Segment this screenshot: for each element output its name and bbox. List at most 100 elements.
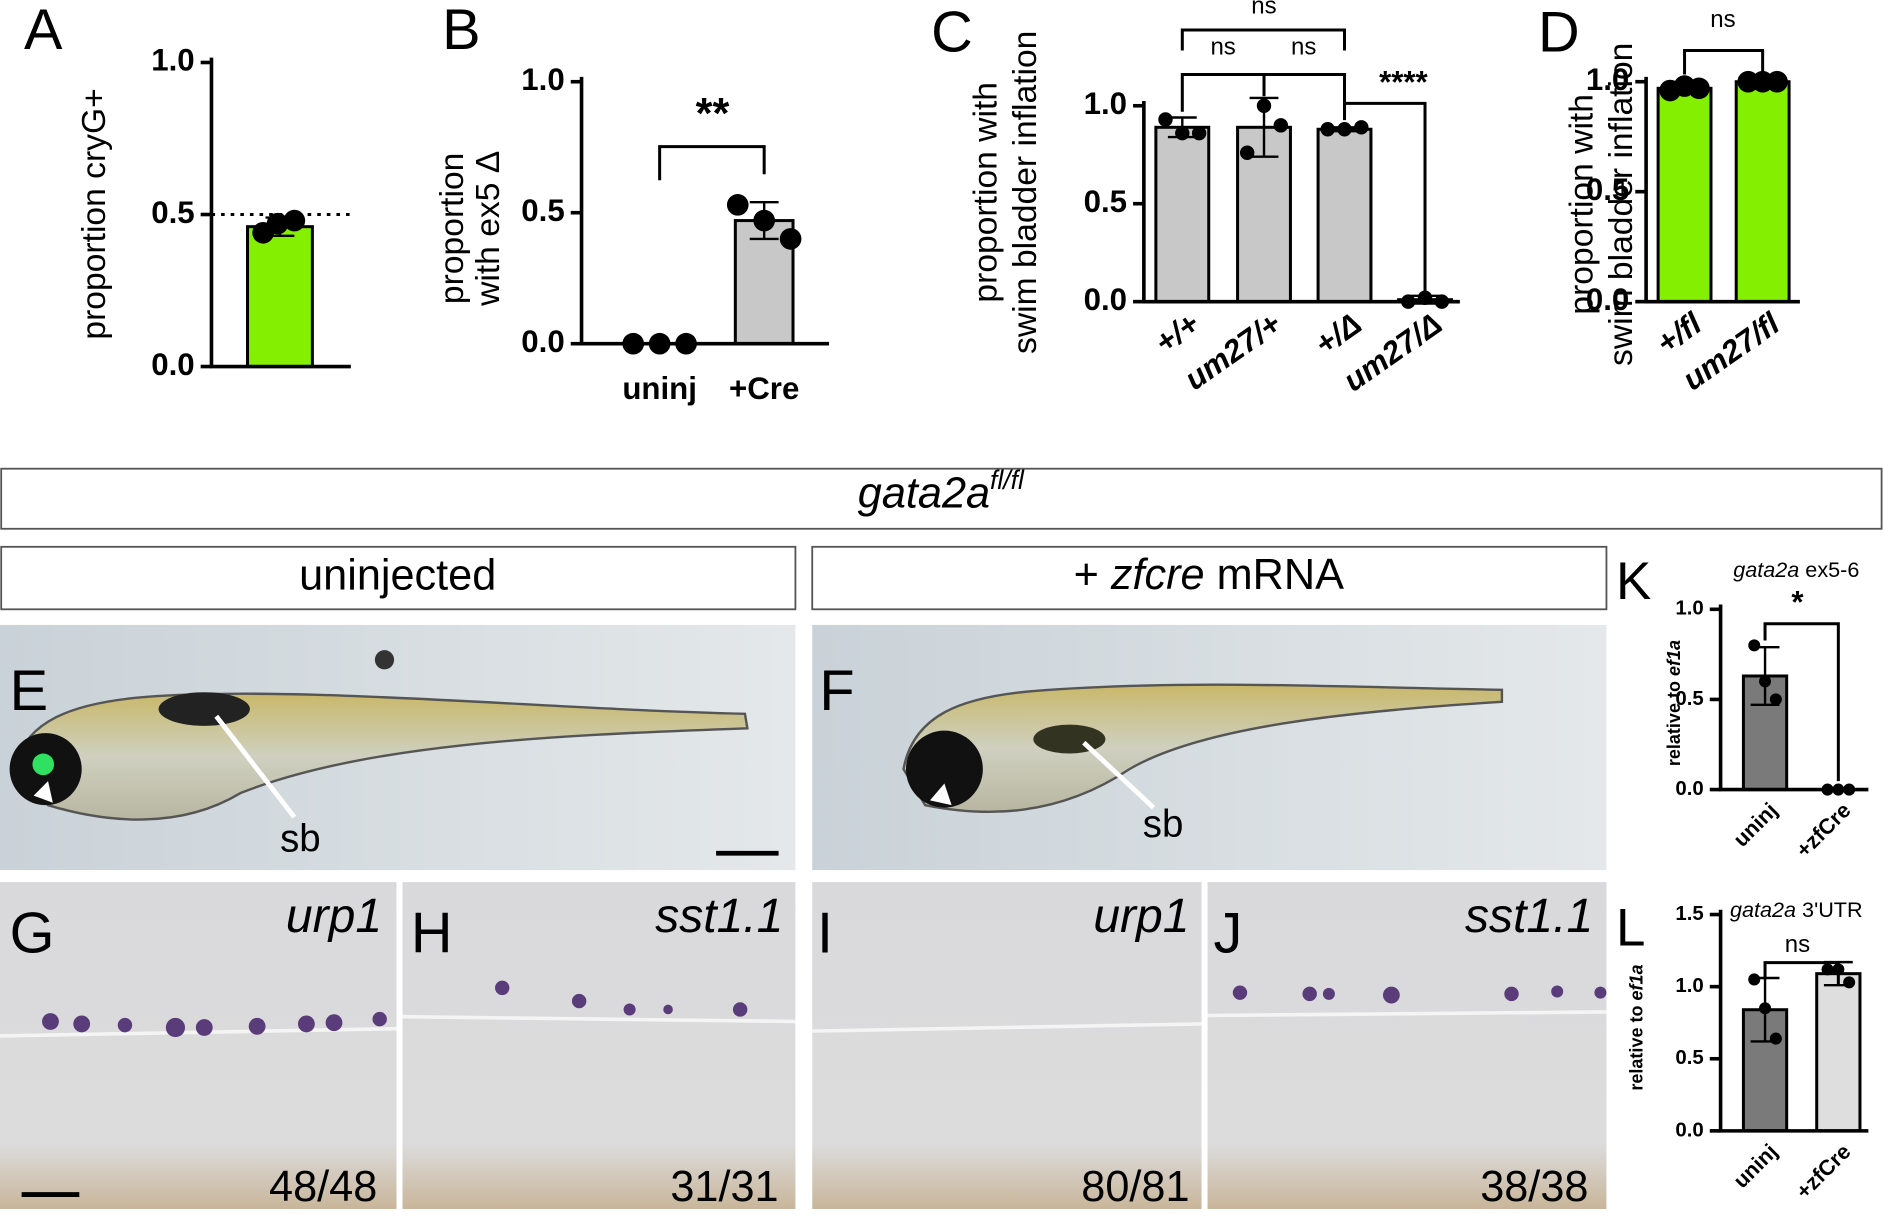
panel-letter: I: [817, 902, 833, 966]
panel-letter: D: [1538, 0, 1580, 64]
x-tick-label: +/+: [1148, 306, 1205, 361]
significance-label: ns: [1210, 33, 1235, 60]
count-label: 38/38: [1480, 1163, 1588, 1211]
bracket: [658, 145, 766, 181]
y-tick-label: 1.0: [1675, 598, 1703, 620]
column-box: [0, 545, 797, 611]
tissue-line: [402, 1014, 796, 1024]
panel-letter: B: [442, 0, 480, 62]
data-point: [1354, 120, 1369, 135]
arrow: [214, 714, 297, 819]
gene-label: urp1: [1093, 889, 1189, 943]
text-part: gata2a: [1730, 897, 1796, 922]
y-tick-label: 1.5: [1675, 903, 1703, 925]
image-j: J sst1.1 38/38: [1207, 882, 1607, 1211]
column-box: [811, 545, 1608, 611]
data-point: [1337, 122, 1352, 137]
arrow: [1082, 740, 1156, 810]
banner-title: gata2afl/fl: [858, 465, 1025, 518]
x-tick-label: uninj: [1728, 1139, 1782, 1193]
image-f: F sb: [812, 624, 1607, 871]
image-label: sb: [1143, 803, 1184, 846]
y-tick-label: 1.0: [1675, 975, 1703, 997]
banner-allele: fl/fl: [990, 465, 1025, 495]
y-tick-label: 0.0: [1675, 778, 1703, 800]
arrowhead: [929, 783, 952, 806]
data-point: [1256, 98, 1272, 113]
bracket: [1180, 73, 1266, 112]
panel-letter: L: [1616, 898, 1645, 957]
panel-letter: E: [10, 659, 48, 723]
y-tick-label: 0.0: [1675, 1119, 1703, 1141]
debris: [374, 650, 395, 670]
data-point: [1769, 1032, 1782, 1045]
data-point: [1759, 675, 1772, 688]
data-point: [1766, 70, 1788, 93]
y-tick-label: 0.5: [151, 195, 194, 230]
data-point: [266, 212, 289, 235]
y-tick-label: 0.5: [1675, 688, 1703, 710]
data-point: [753, 209, 775, 232]
x-tick-label: +zfCre: [1791, 1139, 1856, 1204]
bar: [246, 225, 314, 369]
x-tick-label: +zfCre: [1791, 797, 1856, 862]
data-point: [1759, 1002, 1772, 1015]
y-tick-label: 1.0: [1084, 86, 1127, 121]
data-point: [726, 194, 749, 216]
gene-label: sst1.1: [655, 889, 783, 943]
count-label: 48/48: [269, 1163, 377, 1211]
banner-gene: gata2a: [858, 470, 990, 518]
image-h: H sst1.1 31/31: [402, 882, 796, 1211]
bar: [1815, 972, 1862, 1133]
gene-label: urp1: [286, 889, 382, 943]
y-tick-label: 1.0: [151, 43, 194, 78]
bracket: [1262, 73, 1347, 117]
panel-letter: J: [1214, 902, 1243, 966]
data-point: [1688, 77, 1710, 100]
data-point: [283, 209, 306, 232]
significance-label: ****: [1379, 64, 1428, 99]
bracket: [1683, 48, 1765, 75]
y-axis-label: relative to ef1a: [1626, 964, 1646, 1090]
micrograph: [402, 882, 796, 1209]
bar: [1656, 86, 1713, 304]
panel-letter: A: [24, 0, 63, 62]
bar: [1316, 127, 1373, 304]
stained-cells: [1232, 985, 1607, 1004]
panel-letter: F: [819, 659, 854, 723]
swim-bladder: [1033, 724, 1106, 754]
significance-label: ns: [1291, 33, 1316, 60]
y-tick-label: 0.5: [1675, 1047, 1703, 1069]
chart-title: gata2a ex5-6: [1733, 557, 1859, 582]
column-title: + zfcre mRNA: [1074, 551, 1344, 599]
y-axis-label: proportion: [434, 153, 471, 304]
column-part: zfcre: [1110, 551, 1205, 599]
y-tick-label: 0.0: [151, 347, 194, 382]
y-tick-label: 1.0: [1586, 62, 1629, 97]
significance-label: ns: [1710, 6, 1735, 33]
banner-box: [0, 467, 1883, 530]
significance-label: **: [696, 90, 730, 138]
y-tick-label: 0.0: [1084, 282, 1127, 317]
text-part: 3'UTR: [1796, 897, 1863, 922]
y-tick-label: 0.5: [1586, 172, 1629, 207]
text-part: gata2a: [1733, 557, 1799, 582]
bracket: [1763, 961, 1840, 986]
bar: [1734, 80, 1791, 304]
y-tick-label: 0.0: [521, 324, 564, 359]
data-point: [1191, 125, 1207, 141]
text-part: ef1a: [1664, 640, 1684, 676]
y-axis-label: with ex5 Δ: [470, 151, 507, 307]
data-point: [1320, 122, 1335, 137]
bar: [1154, 125, 1211, 304]
text-part: ef1a: [1626, 964, 1646, 1000]
data-point: [779, 228, 802, 250]
significance-label: ns: [1251, 0, 1276, 20]
count-label: 31/31: [670, 1163, 778, 1211]
image-e: E sb: [0, 624, 796, 871]
count-label: 80/81: [1081, 1163, 1189, 1211]
gene-label: sst1.1: [1465, 889, 1593, 943]
y-tick-label: 0.5: [521, 193, 564, 228]
x-tick-label: uninj: [622, 371, 697, 406]
panel-letter: G: [10, 902, 55, 966]
